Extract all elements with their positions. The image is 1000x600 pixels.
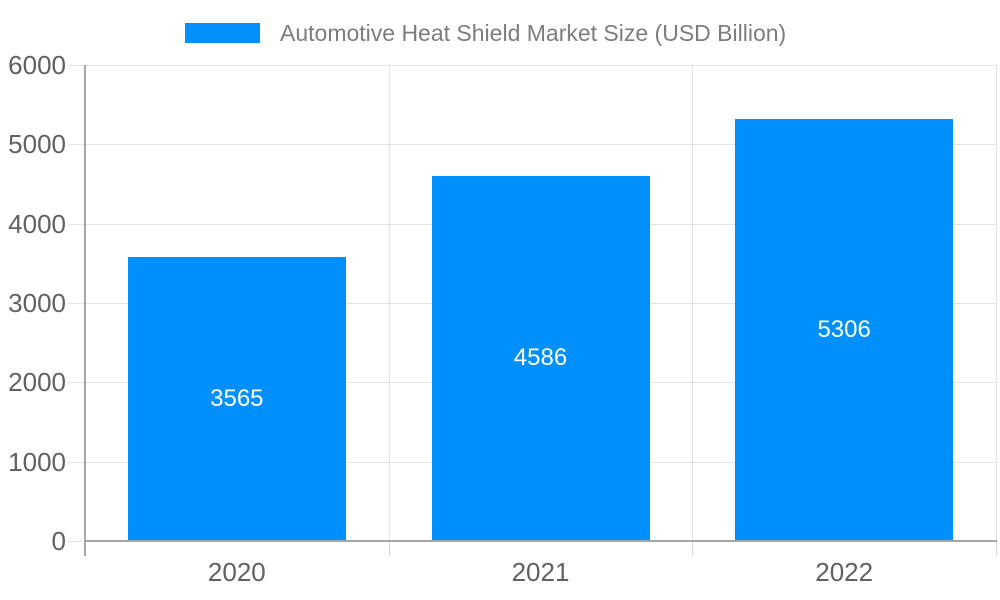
y-axis-label: 6000	[8, 50, 66, 80]
x-tick-mark	[996, 542, 997, 556]
gridline	[692, 65, 694, 541]
bar-value-label: 4586	[513, 344, 568, 372]
y-axis-label: 4000	[8, 208, 66, 239]
bar-value-label: 5306	[817, 315, 871, 343]
bar-value-label: 3565	[210, 384, 264, 412]
y-axis-label: 0	[51, 526, 66, 556]
y-axis-label: 5000	[8, 129, 66, 160]
bar-2022[interactable]: 5306	[735, 119, 954, 540]
y-tick-mark	[68, 541, 85, 542]
bar-2020[interactable]: 3565	[127, 257, 346, 540]
gridline	[388, 65, 390, 541]
legend-swatch-icon	[185, 23, 260, 43]
x-tick-mark	[388, 542, 390, 556]
y-axis-label: 2000	[8, 367, 66, 398]
legend-label: Automotive Heat Shield Market Size (USD …	[280, 19, 787, 46]
bar-2021[interactable]: 4586	[431, 176, 650, 540]
y-axis-label: 3000	[8, 288, 66, 318]
y-axis-line	[84, 65, 86, 556]
x-axis-label: 2020	[207, 557, 266, 587]
x-axis-label: 2022	[815, 557, 874, 587]
gridline	[68, 65, 996, 66]
x-axis-baseline	[84, 540, 997, 542]
y-axis-label: 1000	[8, 446, 66, 477]
x-tick-mark	[692, 542, 694, 556]
x-axis-label: 2021	[511, 557, 570, 587]
legend-item[interactable]: Automotive Heat Shield Market Size (USD …	[185, 19, 787, 46]
gridline	[68, 144, 996, 146]
gridline	[996, 65, 997, 541]
